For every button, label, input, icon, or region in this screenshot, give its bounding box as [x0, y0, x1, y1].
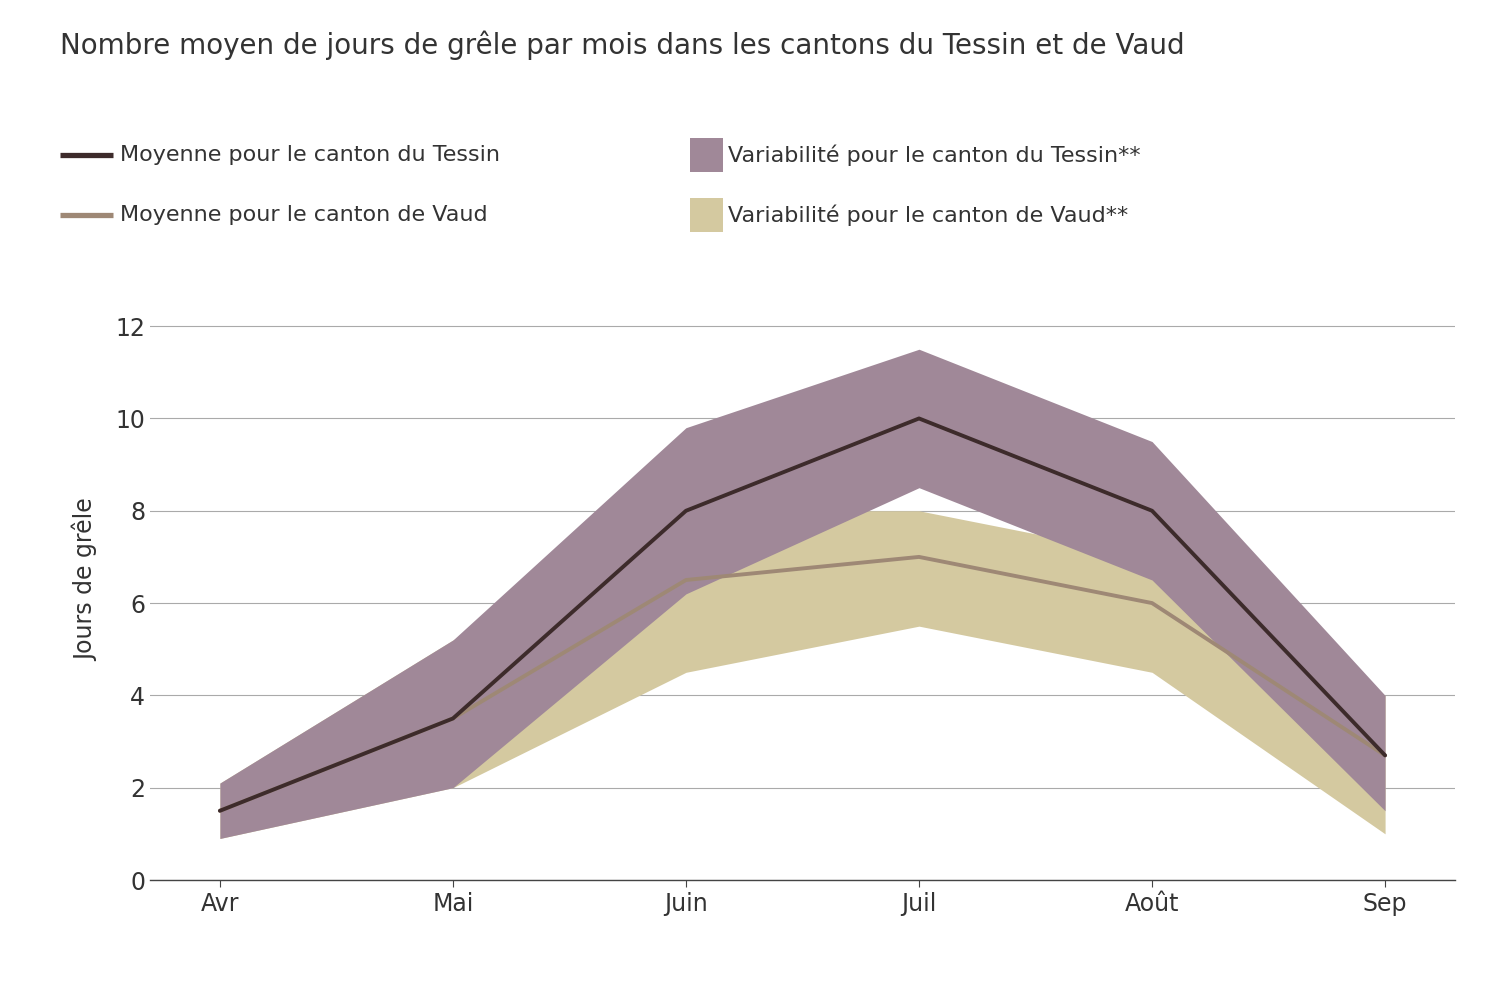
Text: Variabilité pour le canton de Vaud**: Variabilité pour le canton de Vaud**: [728, 204, 1128, 226]
Text: Moyenne pour le canton de Vaud: Moyenne pour le canton de Vaud: [120, 205, 488, 225]
Y-axis label: Jours de grêle: Jours de grêle: [74, 499, 99, 661]
Text: Nombre moyen de jours de grêle par mois dans les cantons du Tessin et de Vaud: Nombre moyen de jours de grêle par mois …: [60, 30, 1185, 60]
Text: Variabilité pour le canton du Tessin**: Variabilité pour le canton du Tessin**: [728, 144, 1140, 166]
Text: Moyenne pour le canton du Tessin: Moyenne pour le canton du Tessin: [120, 145, 500, 165]
